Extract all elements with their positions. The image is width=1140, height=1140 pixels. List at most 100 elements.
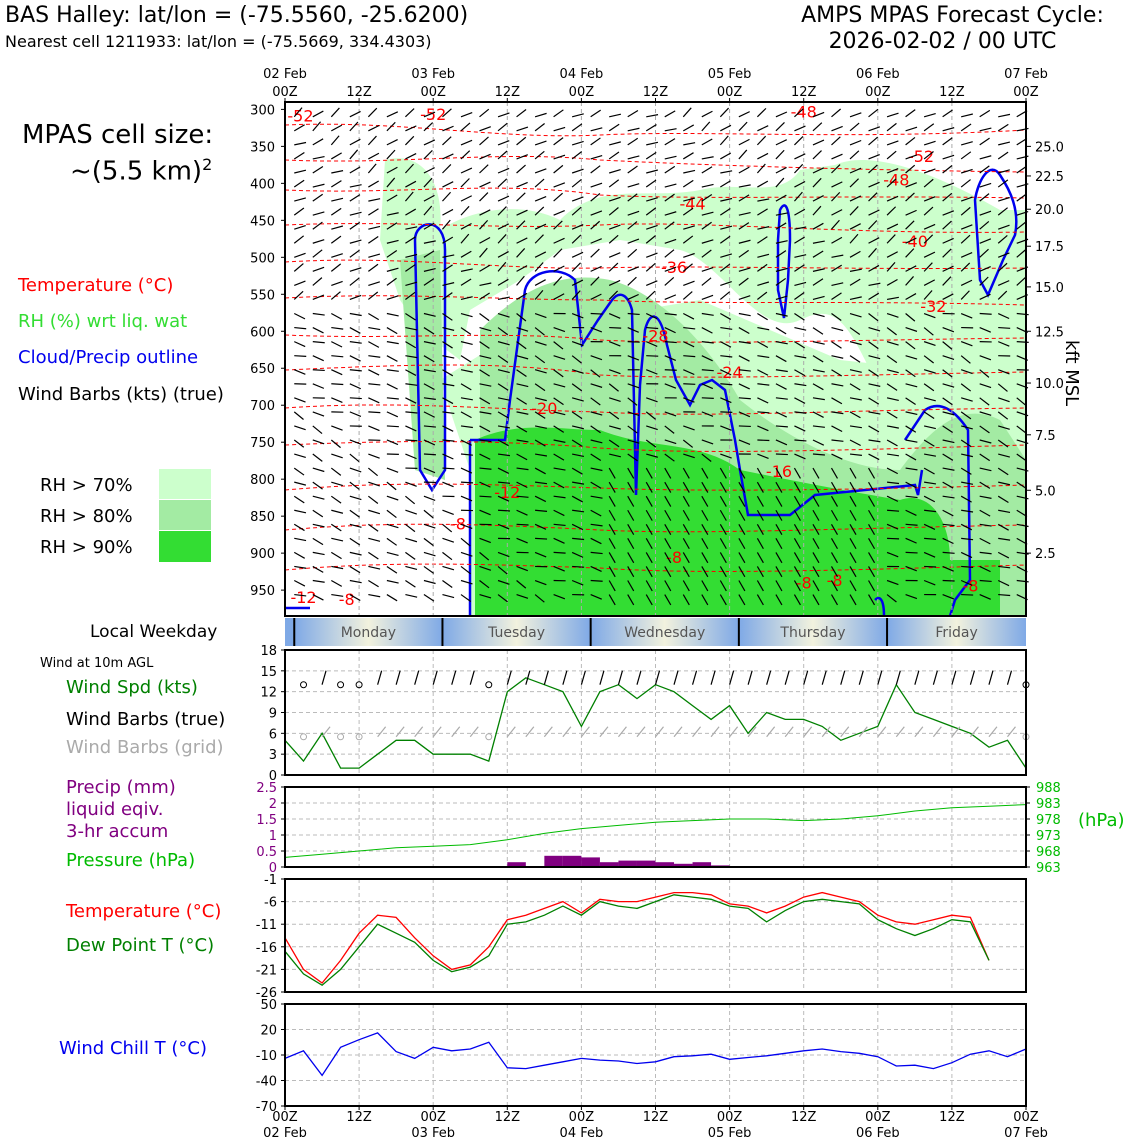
wind-barb	[923, 523, 936, 531]
wind-barb	[534, 495, 547, 503]
wind-barb	[534, 140, 547, 146]
wind-barb-grid	[858, 726, 868, 738]
wind-barb	[497, 397, 510, 401]
wind-barb	[405, 180, 417, 188]
wind-barb	[886, 195, 899, 202]
wind-barb	[404, 108, 415, 118]
wind-barb	[608, 234, 619, 244]
wind-barb	[368, 593, 381, 598]
wind-barb	[905, 439, 918, 443]
wind-barb	[830, 552, 839, 564]
wind-barb	[794, 108, 804, 118]
wind-barb	[997, 523, 1009, 531]
wind-barb	[738, 211, 751, 216]
wind-barb	[460, 579, 473, 585]
wind-barb	[664, 355, 677, 362]
wind-barb	[312, 249, 323, 258]
wind-barb	[664, 425, 675, 434]
wind-barb	[942, 355, 955, 361]
wind-barb	[479, 292, 490, 300]
wind-barb	[794, 425, 806, 432]
wind-barb	[442, 565, 455, 571]
wind-barb	[442, 153, 454, 160]
wind-barb	[386, 495, 399, 501]
wind-barb	[479, 126, 491, 132]
wind-barb	[553, 276, 563, 286]
wind-barb	[294, 397, 306, 403]
wind-barb	[349, 149, 359, 160]
wind-barb	[849, 167, 862, 174]
wind-barb	[905, 397, 916, 405]
wind-barb-grid	[655, 726, 664, 738]
wind-barb	[294, 355, 307, 358]
wind-barb	[349, 467, 362, 473]
wind-barb	[645, 467, 653, 479]
bottom-time-label: 00Z	[717, 1110, 743, 1125]
xs-top-time-label: 12Z	[495, 85, 521, 100]
wind-barb	[479, 551, 490, 561]
wind-barb	[312, 425, 323, 435]
wind-barb	[405, 453, 417, 460]
wind-barb	[701, 211, 714, 216]
wind-barb	[460, 397, 473, 401]
wind-barb	[775, 439, 788, 446]
wind-barb	[349, 383, 362, 390]
wind-barb	[423, 240, 436, 244]
wind-barb	[479, 355, 492, 360]
wind-barb	[330, 439, 341, 449]
wind-barb	[405, 439, 418, 442]
wind-barb	[645, 580, 653, 592]
wind-barb	[627, 355, 640, 361]
wind-barb	[516, 192, 526, 202]
wind-barb	[998, 481, 1011, 486]
wind-barb	[905, 593, 918, 600]
wind-barb	[960, 411, 972, 420]
wind-barb	[516, 164, 526, 174]
wind-barb	[312, 341, 325, 344]
wind-barb	[886, 551, 899, 558]
wind-barb	[682, 207, 694, 216]
wind-barb	[312, 523, 325, 528]
wind-barb	[775, 580, 783, 592]
wind-barb	[442, 481, 454, 488]
wind-barb	[997, 495, 1009, 503]
wind-barb	[923, 312, 936, 319]
wind-barb	[794, 453, 806, 460]
wind-barb	[516, 292, 528, 300]
wind-barb	[368, 312, 380, 321]
wind-barb-10m	[969, 670, 976, 685]
wind-barb-10m	[803, 670, 809, 685]
wind-barb	[497, 234, 507, 244]
wind-barb	[349, 166, 361, 174]
wind-barb	[386, 111, 399, 118]
wind-barb	[627, 341, 640, 343]
wind-barb	[590, 276, 600, 286]
wind-barb	[571, 234, 582, 244]
wind-barb	[960, 290, 970, 300]
wind-barb	[312, 221, 323, 230]
wind-barb	[627, 210, 640, 216]
wind-barb	[590, 509, 602, 517]
wind-barb	[720, 170, 733, 174]
wind-barb	[460, 594, 472, 603]
wind-barb-10m	[988, 670, 994, 685]
wind-barb	[664, 266, 677, 272]
temperature-contour-label: -52	[287, 106, 313, 125]
wind-barb	[294, 481, 307, 486]
wind-barb	[608, 123, 620, 132]
wind-barb	[849, 233, 859, 244]
bottom-date-label: 05 Feb	[708, 1126, 752, 1140]
wind-barb	[405, 125, 417, 132]
wind-barb	[664, 183, 677, 188]
wind-barb	[553, 453, 565, 461]
wind-barb	[460, 453, 473, 456]
wind-barb	[627, 127, 640, 132]
wind-barb	[405, 481, 417, 487]
wind-barb	[793, 566, 801, 578]
wind-barb	[386, 312, 399, 317]
wind-barb	[442, 164, 452, 174]
wind-barb-grid	[617, 726, 627, 738]
temp-y-tick-label: -21	[256, 963, 277, 978]
wind-barb	[645, 538, 653, 550]
wind-barb	[979, 182, 992, 188]
